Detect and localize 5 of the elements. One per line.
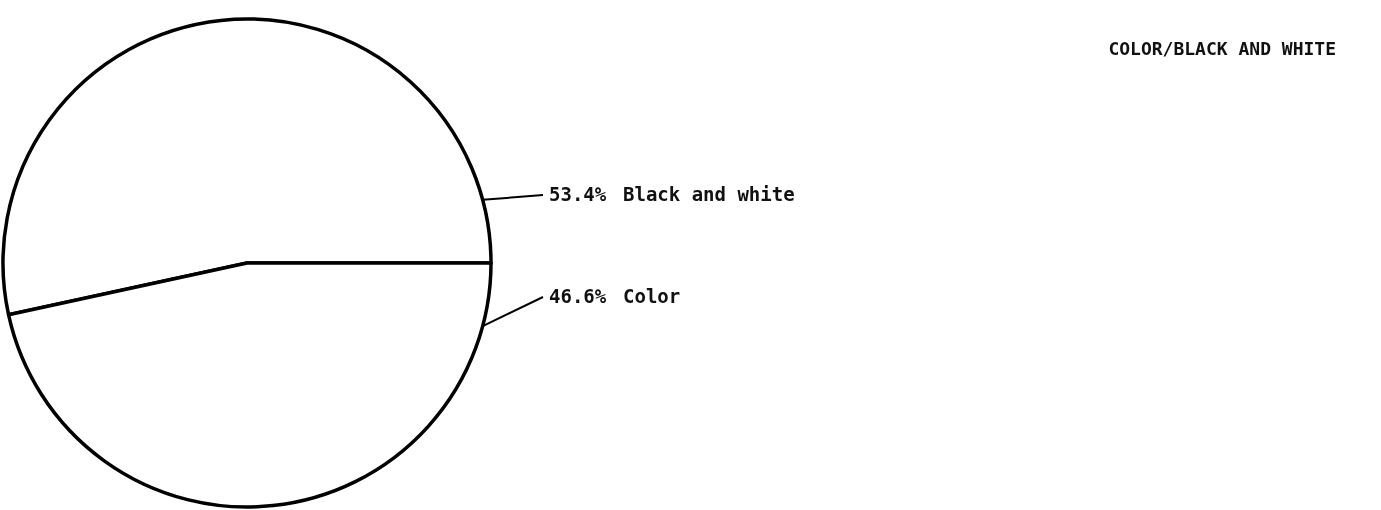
data-label: 46.6% [549,285,607,307]
slice-label: Black and white [623,183,795,205]
data-label: 53.4% [549,183,607,205]
slice-label: Color [623,285,681,307]
text: COLOR/BLACK AND WHITE [1108,38,1336,59]
